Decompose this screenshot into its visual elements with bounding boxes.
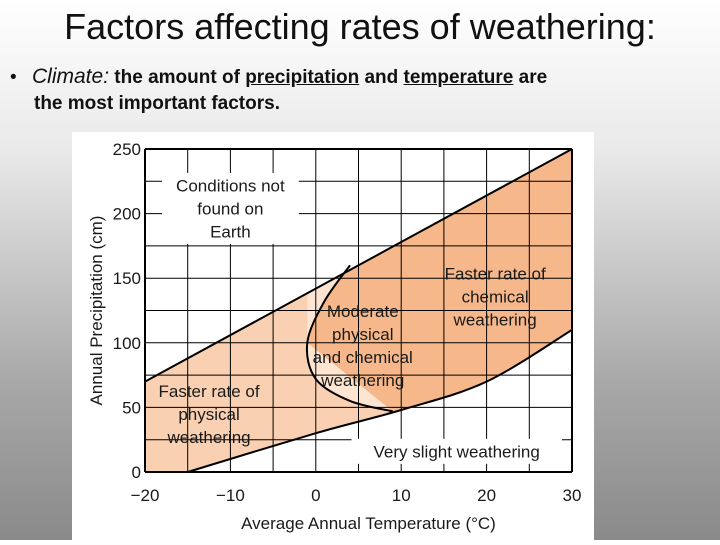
bullet-keyword: Climate xyxy=(32,65,104,88)
region-label-line: chemical xyxy=(462,287,529,306)
y-tick-label: 250 xyxy=(113,140,141,159)
boundary-chemical xyxy=(305,264,393,413)
region-labels: Conditions not found on Earth Faster rate o… xyxy=(158,172,562,464)
boundary-upper-limit xyxy=(144,148,573,383)
y-tick-label: 100 xyxy=(113,334,141,353)
region-label-line: Moderate xyxy=(327,302,399,321)
bullet-marker: • xyxy=(10,67,17,88)
region-label-background xyxy=(162,172,299,244)
bullet-colon: : xyxy=(103,65,110,88)
region-label-line: Very slight weathering xyxy=(374,442,540,461)
x-axis-label: Average Annual Temperature (°C) xyxy=(241,514,496,533)
y-tick-label: 0 xyxy=(132,463,141,482)
temperature-term: temperature xyxy=(403,67,514,88)
region-label-line: physical xyxy=(332,325,393,344)
bullet-line-2: the most important factors. xyxy=(34,93,280,114)
y-tick-label: 150 xyxy=(113,269,141,288)
region-label-line: Faster rate of xyxy=(445,264,546,283)
region-label-line: Faster rate of xyxy=(158,382,259,401)
region-label-line: physical xyxy=(178,405,239,424)
x-tick-label: 10 xyxy=(392,486,411,505)
y-tick-label: 200 xyxy=(113,205,141,224)
y-axis-label: Annual Precipitation (cm) xyxy=(87,216,106,406)
region-label-line: found on xyxy=(197,199,263,218)
region-label-background xyxy=(351,438,562,464)
bullet-text-a: the amount of xyxy=(109,67,246,88)
region-label-line: Conditions not xyxy=(176,176,285,195)
weathering-diagram: Conditions not found on Earth Faster rate o… xyxy=(72,132,594,540)
x-tick-label: 0 xyxy=(311,486,320,505)
bullet-text-b: and xyxy=(359,67,404,88)
region-label-line: weathering xyxy=(453,310,537,329)
bullet-text: • Climate: the amount of precipitation an… xyxy=(10,64,710,117)
x-tick-label: 30 xyxy=(563,486,582,505)
region-label-line: and chemical xyxy=(313,348,413,367)
region-label-line: weathering xyxy=(320,371,404,390)
x-tick-label: −10 xyxy=(216,486,245,505)
boundary-lower-limit xyxy=(187,329,573,473)
y-tick-label: 50 xyxy=(122,398,141,417)
region-label-line: weathering xyxy=(166,428,250,447)
region-physical-weathering xyxy=(145,265,393,472)
bullet-text-c: are xyxy=(513,67,548,88)
axis-ticks: −20 −10 0 10 20 30 0 50 100 150 200 250 xyxy=(113,140,582,505)
x-tick-label: 20 xyxy=(477,486,496,505)
slide-title: Factors affecting rates of weathering: xyxy=(64,6,656,47)
weathering-chart-svg: Conditions not found on Earth Faster rate o… xyxy=(87,140,582,533)
region-label-line: Earth xyxy=(210,222,251,241)
precipitation-term: precipitation xyxy=(245,67,360,88)
x-tick-label: −20 xyxy=(131,486,160,505)
